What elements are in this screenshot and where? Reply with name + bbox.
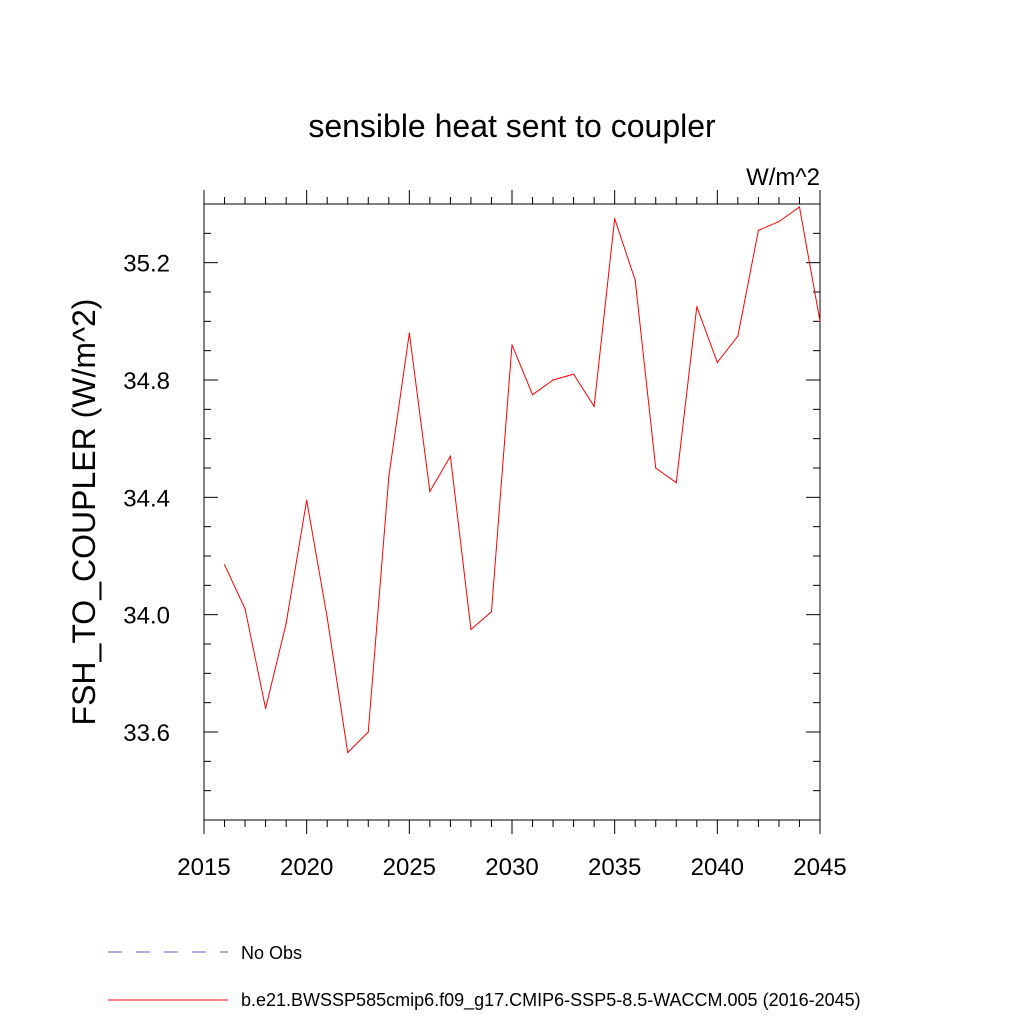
data-point	[634, 279, 636, 281]
x-tick-label: 2035	[588, 854, 641, 881]
x-tick-label: 2040	[691, 854, 744, 881]
data-point	[285, 622, 287, 625]
data-point	[347, 751, 349, 754]
x-tick-label: 2045	[793, 854, 846, 881]
data-point	[470, 628, 472, 630]
data-point	[716, 361, 718, 363]
x-tick-label: 2025	[383, 854, 436, 881]
data-point	[511, 344, 513, 346]
data-point	[490, 611, 493, 613]
data-point	[306, 499, 308, 501]
data-point	[388, 476, 390, 478]
units-label: W/m^2	[746, 164, 820, 191]
x-tick-label: 2020	[280, 854, 333, 881]
x-tick-label: 2030	[485, 854, 538, 881]
chart-title: sensible heat sent to coupler	[308, 108, 716, 144]
x-axis-ticks: 2015 2020 2025 2030 2035 2040 2045	[177, 190, 847, 881]
data-point	[696, 306, 698, 308]
data-point	[819, 320, 821, 322]
series-layer	[223, 206, 821, 754]
y-tick-label: 34.0	[123, 603, 170, 630]
data-point	[552, 379, 554, 381]
data-point	[265, 707, 267, 710]
y-tick-label: 34.4	[123, 485, 170, 512]
y-axis-ticks: 33.6 34.0 34.4 34.8 35.2	[123, 203, 820, 821]
y-axis-label: FSH_TO_COUPLER (W/m^2)	[66, 299, 102, 726]
data-point	[655, 467, 657, 469]
legend-no-obs-label: No Obs	[241, 943, 302, 963]
y-tick-label: 33.6	[123, 720, 170, 747]
legend-model-label: b.e21.BWSSP585cmip6.f09_g17.CMIP6-SSP5-8…	[241, 990, 861, 1011]
data-point	[223, 564, 226, 566]
data-point	[757, 229, 760, 231]
data-point	[593, 405, 595, 407]
data-point	[614, 218, 616, 220]
data-point	[675, 482, 677, 484]
data-point	[429, 490, 431, 493]
data-point	[531, 394, 534, 396]
data-point	[367, 731, 369, 733]
data-point	[737, 335, 739, 337]
data-point	[573, 373, 575, 375]
data-point	[244, 608, 246, 610]
x-tick-label: 2015	[177, 854, 230, 881]
y-tick-label: 35.2	[123, 251, 170, 278]
data-point	[326, 617, 328, 619]
legend: No Obs b.e21.BWSSP585cmip6.f09_g17.CMIP6…	[108, 943, 861, 1011]
y-tick-label: 34.8	[123, 368, 170, 395]
data-point	[408, 332, 410, 334]
data-point	[798, 206, 801, 208]
series-line	[224, 206, 821, 754]
data-point	[778, 221, 780, 223]
data-point	[449, 455, 451, 457]
plot-frame	[203, 203, 821, 821]
